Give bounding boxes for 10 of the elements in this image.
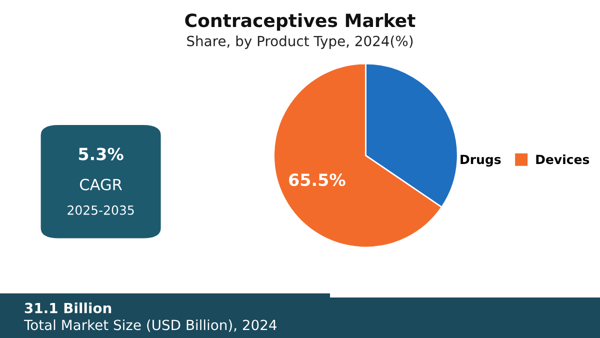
text: 2025-2035	[68, 205, 134, 215]
legend-label: Devices	[536, 154, 590, 164]
chart-title: Contraceptives Market	[185, 13, 416, 31]
text: 5.3%	[78, 148, 124, 160]
text: Total Market Size (USD Billion), 2024	[24, 319, 277, 332]
text: 31.1 Billion	[24, 302, 112, 314]
text: CAGR	[80, 178, 122, 190]
data-label: 65.5%	[289, 174, 346, 186]
chart-subtitle: Share, by Product Type, 2024(%)	[187, 36, 413, 49]
slice-label: Drugs	[460, 154, 501, 167]
